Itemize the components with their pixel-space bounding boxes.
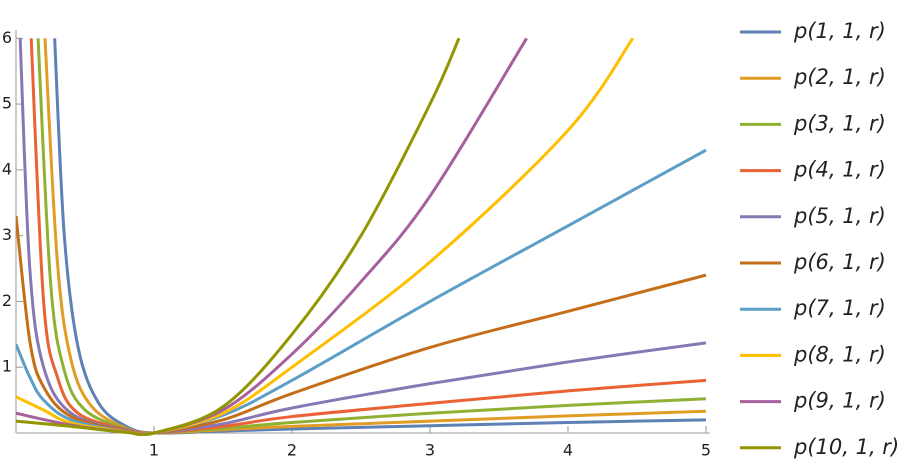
line <box>16 37 635 436</box>
legend-label: p(3, 1, r) <box>793 111 886 135</box>
legend-label: p(2, 1, r) <box>793 65 886 89</box>
legend-label: p(9, 1, r) <box>793 389 886 413</box>
x-tick-label: 4 <box>563 441 573 460</box>
y-tick-label: 5 <box>2 94 12 113</box>
y-tick-label: 6 <box>2 28 12 47</box>
y-tick-label: 3 <box>2 225 12 244</box>
legend-label: p(8, 1, r) <box>793 342 886 366</box>
x-tick-label: 3 <box>425 441 435 460</box>
x-tick-label: 1 <box>149 441 159 460</box>
line <box>16 215 707 436</box>
line <box>43 38 707 435</box>
y-tick-label: 4 <box>2 159 12 178</box>
plot-area <box>16 37 707 436</box>
line <box>16 148 707 436</box>
line <box>16 37 461 436</box>
line <box>16 37 528 436</box>
legend-label: p(5, 1, r) <box>793 204 886 228</box>
line <box>36 38 707 435</box>
x-tick-label: 2 <box>287 441 297 460</box>
legend-label: p(7, 1, r) <box>793 296 886 320</box>
legend-label: p(1, 1, r) <box>793 19 886 43</box>
legend-label: p(6, 1, r) <box>793 250 886 274</box>
line <box>53 38 707 435</box>
legend-label: p(10, 1, r) <box>793 435 899 459</box>
line <box>29 38 707 435</box>
x-tick-label: 5 <box>701 441 711 460</box>
legend-label: p(4, 1, r) <box>793 158 886 182</box>
y-tick-label: 2 <box>2 291 12 310</box>
line <box>18 38 707 436</box>
y-tick-label: 1 <box>2 357 12 376</box>
